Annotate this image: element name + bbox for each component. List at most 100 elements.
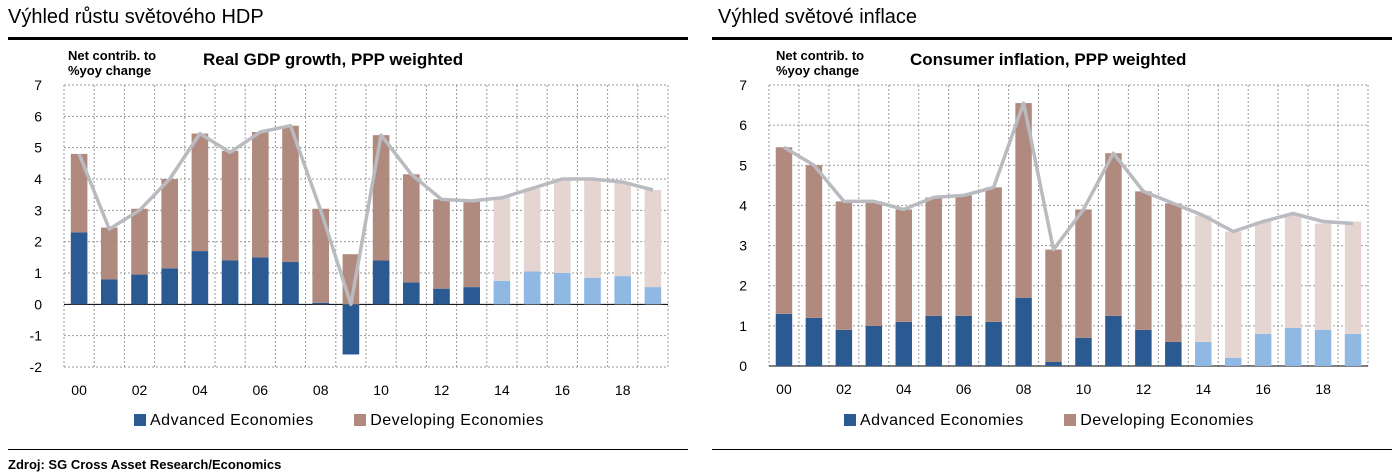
y-tick-label: 0 — [34, 296, 42, 312]
y-tick-label: 5 — [739, 157, 747, 173]
y-tick-label: 5 — [34, 140, 42, 156]
x-tick-label: 08 — [1016, 381, 1032, 397]
inflation-chart: Net contrib. to %yoy change Consumer inf… — [739, 48, 1369, 397]
bar-advanced — [1015, 297, 1032, 366]
bar-developing — [614, 182, 632, 277]
y-tick-label: 7 — [739, 77, 747, 93]
total-line — [77, 123, 654, 307]
legend-label-developing: Developing Economies — [370, 412, 544, 429]
bar-advanced — [955, 315, 972, 366]
bar-advanced — [493, 280, 511, 305]
x-tick-label: 18 — [1315, 381, 1331, 397]
bar-advanced — [1224, 357, 1242, 366]
bar-advanced — [1045, 361, 1062, 366]
inflation-panel: Výhled světové inflace Net contrib. to %… — [712, 0, 1392, 476]
bar-developing — [835, 201, 853, 330]
legend-label-advanced: Advanced Economies — [860, 412, 1024, 429]
bar-advanced — [100, 279, 118, 305]
legend-swatch-advanced — [134, 414, 146, 426]
bar-developing — [985, 187, 1002, 322]
legend-swatch-developing — [354, 414, 367, 426]
bar-developing — [553, 179, 571, 273]
x-tick-label: 14 — [1195, 381, 1211, 397]
bar-developing — [895, 209, 913, 322]
legend: Advanced Economies Developing Economies — [134, 412, 580, 430]
bar-developing — [1015, 103, 1032, 298]
bar-developing — [955, 195, 972, 316]
bar-advanced — [1284, 327, 1302, 366]
y-tick-label: 3 — [739, 238, 747, 254]
y-tick-label: -1 — [30, 328, 43, 344]
bar-developing — [1254, 221, 1272, 334]
legend-swatch-developing — [1064, 414, 1077, 426]
bar-advanced — [463, 287, 481, 305]
bar-developing — [402, 174, 420, 283]
bottom-rule — [8, 449, 688, 450]
y-tick-label: 6 — [739, 117, 747, 133]
x-tick-label: 14 — [494, 382, 510, 398]
legend-item-advanced: Advanced Economies — [134, 412, 314, 430]
bar-advanced — [221, 260, 239, 305]
bar-advanced — [553, 273, 571, 305]
bar-developing — [372, 135, 390, 261]
bar-advanced — [1105, 315, 1122, 366]
bar-developing — [221, 150, 239, 261]
gdp-panel: Výhled růstu světového HDP Net contrib. … — [8, 0, 688, 476]
bar-advanced — [584, 277, 601, 305]
x-tick-label: 02 — [132, 382, 148, 398]
legend-swatch-advanced — [844, 414, 856, 426]
legend-item-developing: Developing Economies — [1064, 412, 1254, 430]
bar-developing — [1165, 203, 1182, 342]
x-tick-label: 04 — [896, 381, 912, 397]
bar-developing — [161, 179, 179, 269]
gdp-chart: Net contrib. to %yoy change Real GDP gro… — [30, 48, 669, 398]
bar-developing — [131, 208, 148, 275]
bar-developing — [1105, 153, 1122, 316]
x-tick-label: 16 — [1255, 381, 1271, 397]
bar-developing — [523, 188, 541, 272]
y-tick-label: 3 — [34, 202, 42, 218]
y-tick-label: 7 — [34, 77, 42, 93]
bar-developing — [1195, 215, 1212, 342]
bar-developing — [805, 165, 823, 318]
bar-advanced — [1135, 329, 1152, 366]
x-tick-label: 12 — [1136, 381, 1152, 397]
bar-developing — [1045, 249, 1062, 362]
x-tick-label: 06 — [253, 382, 269, 398]
unit-label-line2: %yoy change — [776, 63, 859, 78]
bar-developing — [100, 227, 118, 280]
legend-item-developing: Developing Economies — [354, 412, 544, 430]
source-note: Zdroj: SG Cross Asset Research/Economics — [8, 457, 282, 472]
unit-label-line1: Net contrib. to — [68, 48, 156, 63]
bar-advanced — [985, 321, 1002, 366]
x-tick-label: 06 — [956, 381, 972, 397]
bar-advanced — [1254, 333, 1272, 366]
y-tick-label: 4 — [739, 197, 747, 213]
bar-developing — [282, 125, 299, 263]
x-tick-label: 02 — [836, 381, 852, 397]
x-tick-label: 12 — [434, 382, 450, 398]
bar-developing — [925, 197, 942, 316]
bar-advanced — [70, 232, 88, 305]
bar-advanced — [342, 304, 360, 355]
bottom-rule — [712, 449, 1392, 450]
chart-title: Consumer inflation, PPP weighted — [910, 50, 1186, 69]
bar-developing — [584, 179, 601, 278]
bar-developing — [865, 201, 883, 326]
bar-advanced — [251, 257, 269, 305]
bar-advanced — [131, 274, 148, 305]
y-tick-label: 1 — [34, 265, 42, 281]
bar-advanced — [895, 321, 913, 366]
x-tick-label: 00 — [776, 381, 792, 397]
x-tick-label: 10 — [1076, 381, 1092, 397]
y-tick-label: 2 — [739, 278, 747, 294]
unit-label-line1: Net contrib. to — [776, 48, 864, 63]
bar-advanced — [402, 282, 420, 305]
bar-developing — [312, 208, 330, 303]
y-tick-label: 0 — [739, 358, 747, 374]
bar-developing — [1224, 231, 1242, 358]
bar-advanced — [161, 268, 179, 305]
title-rule — [712, 37, 1392, 40]
legend-label-developing: Developing Economies — [1080, 412, 1254, 429]
y-tick-label: 1 — [739, 318, 747, 334]
